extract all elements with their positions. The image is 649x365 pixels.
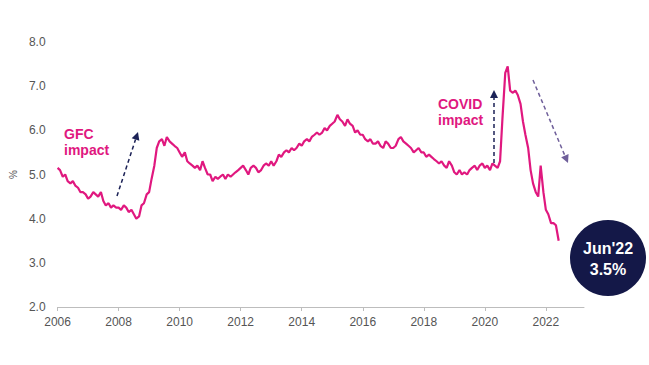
svg-text:2020: 2020 <box>471 315 498 329</box>
svg-text:Jun'22: Jun'22 <box>583 240 633 257</box>
svg-text:2010: 2010 <box>166 315 193 329</box>
svg-text:5.0: 5.0 <box>29 168 46 182</box>
svg-text:2016: 2016 <box>349 315 376 329</box>
svg-text:impact: impact <box>64 142 109 158</box>
svg-text:2.0: 2.0 <box>29 300 46 314</box>
svg-text:2006: 2006 <box>44 315 71 329</box>
svg-text:COVID: COVID <box>438 96 486 112</box>
svg-text:2018: 2018 <box>410 315 437 329</box>
svg-text:3.5%: 3.5% <box>590 261 626 278</box>
svg-text:4.0: 4.0 <box>29 212 46 226</box>
svg-text:GFC: GFC <box>64 126 97 142</box>
svg-text:2022: 2022 <box>533 315 560 329</box>
svg-text:7.0: 7.0 <box>29 79 46 93</box>
svg-text:6.0: 6.0 <box>29 123 46 137</box>
svg-text:impact: impact <box>438 112 483 128</box>
svg-text:2012: 2012 <box>227 315 254 329</box>
svg-text:2008: 2008 <box>105 315 132 329</box>
svg-text:2014: 2014 <box>288 315 315 329</box>
svg-text:3.0: 3.0 <box>29 256 46 270</box>
svg-text:8.0: 8.0 <box>29 35 46 49</box>
svg-text:%: % <box>8 170 19 179</box>
